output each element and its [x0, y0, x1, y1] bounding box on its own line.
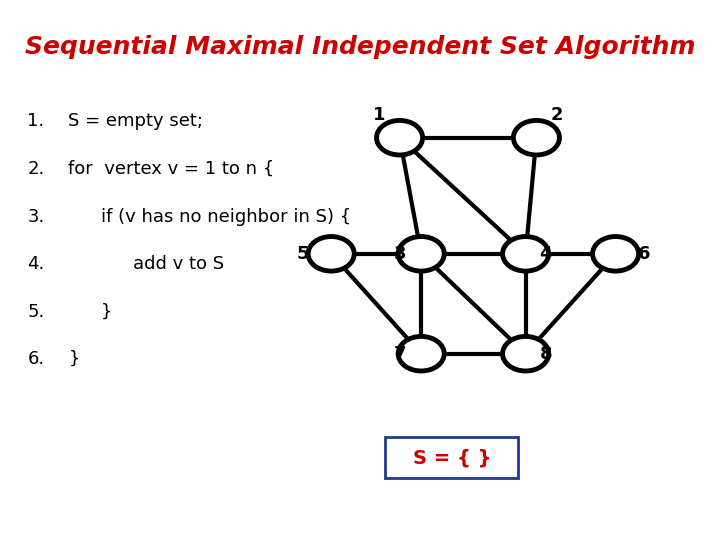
Text: 1.: 1. — [27, 112, 45, 131]
Text: 3: 3 — [393, 245, 406, 263]
Text: 5: 5 — [296, 245, 309, 263]
Text: 6: 6 — [638, 245, 651, 263]
Text: 2: 2 — [550, 106, 563, 124]
Text: }: } — [68, 350, 80, 368]
Circle shape — [398, 336, 444, 371]
Circle shape — [308, 237, 354, 271]
Circle shape — [503, 336, 549, 371]
Text: for  vertex v = 1 to n {: for vertex v = 1 to n { — [68, 160, 274, 178]
Text: S = { }: S = { } — [413, 448, 491, 467]
Text: add v to S: add v to S — [133, 255, 225, 273]
Text: 2.: 2. — [27, 160, 45, 178]
Circle shape — [503, 237, 549, 271]
Text: S = empty set;: S = empty set; — [68, 112, 204, 131]
Circle shape — [377, 120, 423, 155]
Text: }: } — [101, 302, 112, 321]
Circle shape — [513, 120, 559, 155]
Circle shape — [398, 237, 444, 271]
Text: Sequential Maximal Independent Set Algorithm: Sequential Maximal Independent Set Algor… — [24, 35, 696, 59]
Text: 4: 4 — [539, 245, 552, 263]
Text: 5.: 5. — [27, 302, 45, 321]
Text: if (v has no neighbor in S) {: if (v has no neighbor in S) { — [101, 207, 351, 226]
FancyBboxPatch shape — [385, 437, 518, 478]
Text: 7: 7 — [393, 345, 406, 363]
Circle shape — [593, 237, 639, 271]
Text: 8: 8 — [539, 345, 552, 363]
Text: 6.: 6. — [27, 350, 45, 368]
Text: 3.: 3. — [27, 207, 45, 226]
Text: 4.: 4. — [27, 255, 45, 273]
Text: 1: 1 — [373, 106, 386, 124]
